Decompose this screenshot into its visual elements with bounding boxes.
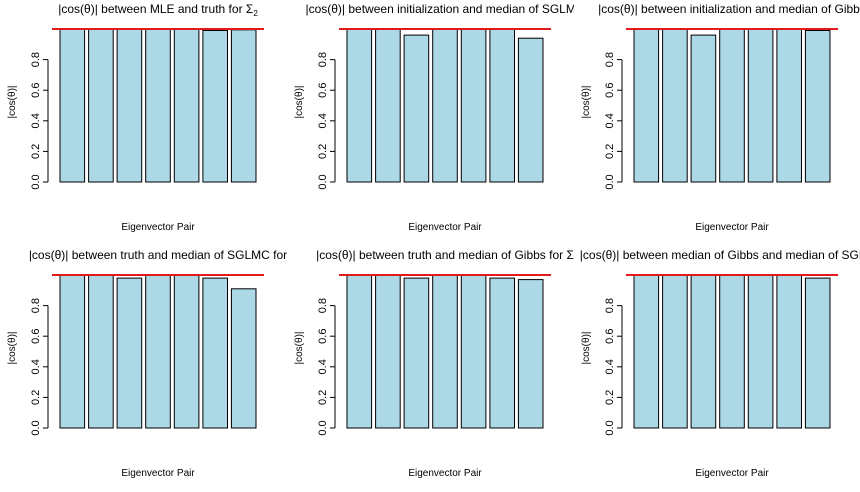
bar-1 xyxy=(59,274,86,429)
bar-5 xyxy=(173,274,200,429)
bar-chart-1: |cos(θ)| between MLE and truth for Σ2 0.0… xyxy=(7,2,264,233)
y-tick-label: 0.2 xyxy=(604,144,616,159)
bar-7 xyxy=(804,30,831,183)
chart-title: |cos(θ)| between initialization and medi… xyxy=(598,2,860,16)
y-tick-label: 0.6 xyxy=(30,329,42,344)
bar-3 xyxy=(116,28,143,183)
y-tick-label: 0.6 xyxy=(604,329,616,344)
bar-5 xyxy=(173,28,200,183)
bar-2 xyxy=(662,274,688,429)
bar-4 xyxy=(432,28,458,183)
chart-title: |cos(θ)| between truth and median of Gib… xyxy=(316,248,574,262)
bar-4 xyxy=(719,28,745,183)
y-tick-label: 0.2 xyxy=(317,144,329,159)
y-tick-label: 0.0 xyxy=(604,420,616,435)
bar-3 xyxy=(403,277,430,429)
bar-3 xyxy=(116,277,143,429)
x-axis-label: Eigenvector Pair xyxy=(408,468,482,479)
y-tick-label: 0.4 xyxy=(604,113,616,128)
y-tick-label: 0.0 xyxy=(317,420,329,435)
x-axis-label: Eigenvector Pair xyxy=(695,222,769,233)
y-tick-label: 0.6 xyxy=(317,83,329,98)
bar-6 xyxy=(776,274,802,429)
bar-1 xyxy=(346,274,373,429)
x-axis-label: Eigenvector Pair xyxy=(121,468,195,479)
y-tick-label: 0.8 xyxy=(604,52,616,67)
chart-title: |cos(θ)| between initialization and medi… xyxy=(305,2,574,16)
bar-5 xyxy=(747,274,774,429)
bar-7 xyxy=(517,37,544,183)
y-tick-label: 0.2 xyxy=(604,390,616,405)
bar-6 xyxy=(202,30,228,183)
y-tick-label: 0.8 xyxy=(317,52,329,67)
y-tick-label: 0.4 xyxy=(30,359,42,374)
y-tick-label: 0.2 xyxy=(317,390,329,405)
bar-7 xyxy=(517,279,544,429)
bar-3 xyxy=(690,274,717,429)
bar-2 xyxy=(88,28,114,183)
chart-title: |cos(θ)| between truth and median of SGL… xyxy=(29,248,287,262)
bar-5 xyxy=(460,274,487,429)
y-tick-label: 0.6 xyxy=(30,83,42,98)
y-tick-label: 0.6 xyxy=(317,329,329,344)
bar-6 xyxy=(489,28,515,183)
bar-2 xyxy=(88,274,114,429)
y-axis-label: |cos(θ)| xyxy=(7,86,18,119)
x-axis-label: Eigenvector Pair xyxy=(695,468,769,479)
bar-1 xyxy=(633,274,660,429)
y-axis-label: |cos(θ)| xyxy=(581,86,592,119)
y-tick-label: 0.2 xyxy=(30,390,42,405)
y-tick-label: 0.6 xyxy=(604,83,616,98)
y-axis-label: |cos(θ)| xyxy=(581,332,592,365)
bar-5 xyxy=(747,28,774,183)
chart-title-subscript: 2 xyxy=(253,9,258,18)
bar-1 xyxy=(59,28,86,183)
bar-3 xyxy=(403,34,430,183)
y-tick-label: 0.2 xyxy=(30,144,42,159)
bar-1 xyxy=(633,28,660,183)
bar-2 xyxy=(375,28,401,183)
bar-3 xyxy=(690,34,717,183)
bar-4 xyxy=(145,28,171,183)
bar-chart-6: |cos(θ)| between median of Gibbs and med… xyxy=(580,248,860,479)
bar-2 xyxy=(375,274,401,429)
bar-4 xyxy=(432,274,458,429)
bar-2 xyxy=(662,28,688,183)
y-tick-label: 0.4 xyxy=(317,113,329,128)
bar-6 xyxy=(489,277,515,429)
bar-7 xyxy=(804,277,831,429)
bar-chart-5: |cos(θ)| between truth and median of Gib… xyxy=(294,248,574,479)
y-tick-label: 0.8 xyxy=(604,298,616,313)
y-tick-label: 0.8 xyxy=(317,298,329,313)
y-tick-label: 0.4 xyxy=(30,113,42,128)
y-tick-label: 0.8 xyxy=(30,298,42,313)
y-axis-label: |cos(θ)| xyxy=(294,332,305,365)
bar-chart-4: |cos(θ)| between truth and median of SGL… xyxy=(7,248,287,479)
y-tick-label: 0.0 xyxy=(30,420,42,435)
y-tick-label: 0.0 xyxy=(30,174,42,189)
bar-7 xyxy=(230,288,257,429)
bar-chart-3: |cos(θ)| between initialization and medi… xyxy=(581,2,860,233)
x-axis-label: Eigenvector Pair xyxy=(121,222,195,233)
chart-title: |cos(θ)| between MLE and truth for Σ2 xyxy=(58,2,258,18)
x-axis-label: Eigenvector Pair xyxy=(408,222,482,233)
bar-4 xyxy=(145,274,171,429)
y-axis-label: |cos(θ)| xyxy=(294,86,305,119)
y-tick-label: 0.0 xyxy=(604,174,616,189)
bar-4 xyxy=(719,274,745,429)
bar-5 xyxy=(460,28,487,183)
bar-1 xyxy=(346,28,373,183)
y-tick-label: 0.4 xyxy=(317,359,329,374)
y-tick-label: 0.4 xyxy=(604,359,616,374)
y-axis-label: |cos(θ)| xyxy=(7,332,18,365)
chart-title: |cos(θ)| between median of Gibbs and med… xyxy=(580,248,860,262)
bar-6 xyxy=(202,277,228,429)
bar-6 xyxy=(776,28,802,183)
bar-7 xyxy=(230,29,257,183)
y-tick-label: 0.8 xyxy=(30,52,42,67)
bar-chart-2: |cos(θ)| between initialization and medi… xyxy=(294,2,574,233)
y-tick-label: 0.0 xyxy=(317,174,329,189)
